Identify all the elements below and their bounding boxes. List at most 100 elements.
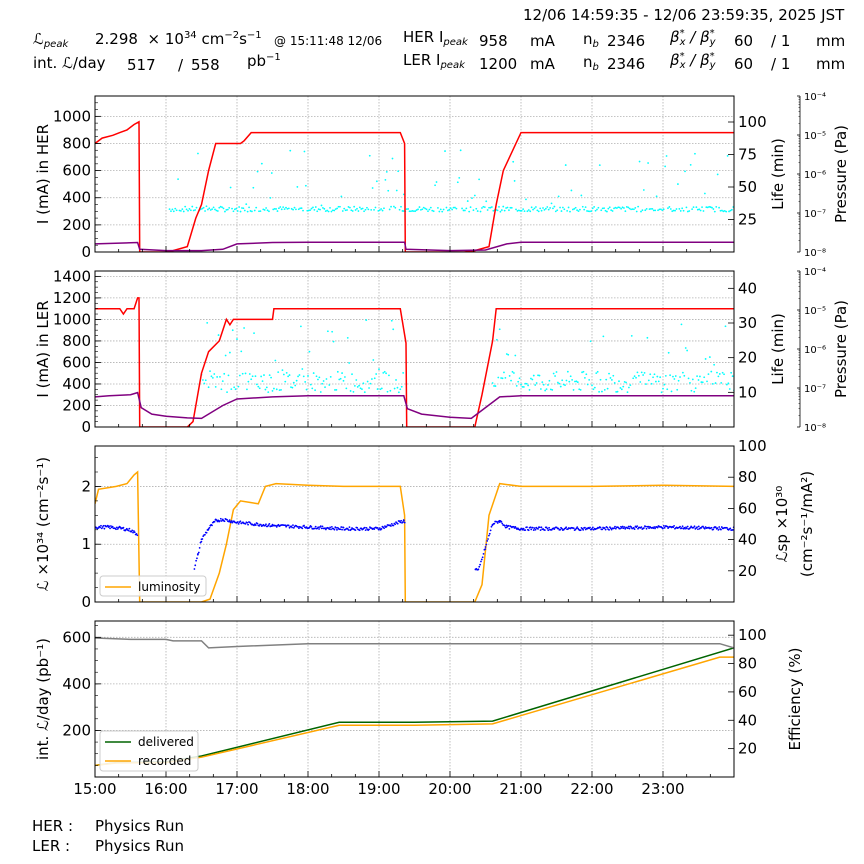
xtick-label: 18:00 xyxy=(286,780,329,798)
her-nb-value: 2346 xyxy=(607,32,646,50)
ylabel-luminosity: ℒ ×10³⁴ (cm⁻²s⁻¹) xyxy=(34,457,52,591)
her-ipeak-value: 958 xyxy=(479,32,508,50)
svg-text:20: 20 xyxy=(738,349,757,367)
lpeak-row: ℒpeak xyxy=(33,30,69,50)
svg-text:80: 80 xyxy=(738,468,757,486)
svg-text:1200: 1200 xyxy=(53,289,91,307)
svg-text:Pressure (Pa): Pressure (Pa) xyxy=(832,300,850,398)
ler-beta-y: / 1 xyxy=(771,55,791,73)
svg-text:1400: 1400 xyxy=(53,267,91,285)
panel-integrated: 200 400 600 20 40 60 80 100 int. ℒ/day (pb⁻¹) Eff… xyxy=(34,620,804,798)
svg-text:Pressure (Pa): Pressure (Pa) xyxy=(832,125,850,223)
legend xyxy=(99,575,207,597)
xtick-label: 23:00 xyxy=(641,780,684,798)
svg-text:Efficiency (%): Efficiency (%) xyxy=(786,648,804,751)
svg-text:10⁻⁷: 10⁻⁷ xyxy=(804,384,826,395)
series-luminosity xyxy=(95,470,734,602)
svg-text:1000: 1000 xyxy=(53,107,91,125)
svg-text:0: 0 xyxy=(81,418,91,436)
xtick-label: 20:00 xyxy=(428,780,471,798)
series-pressure xyxy=(95,391,734,420)
xtick-label: 17:00 xyxy=(215,780,258,798)
her-beta-y: / 1 xyxy=(771,32,791,50)
ler-beta-label: β*x / β*y xyxy=(670,51,716,71)
svg-text:400: 400 xyxy=(62,189,91,207)
svg-text:600: 600 xyxy=(62,162,91,180)
svg-text:200: 200 xyxy=(62,721,91,739)
svg-text:30: 30 xyxy=(738,314,757,332)
xtick-label: 19:00 xyxy=(357,780,400,798)
footer-her-label: HER : xyxy=(32,817,74,835)
series-pressure xyxy=(95,241,734,252)
svg-text:200: 200 xyxy=(62,396,91,414)
xtick-label: 22:00 xyxy=(570,780,613,798)
ler-ipeak-unit: mA xyxy=(530,55,555,73)
ylabel-her: I (mA) in HER xyxy=(34,124,52,224)
her-beta-unit: mm xyxy=(816,32,846,50)
svg-text:20: 20 xyxy=(738,562,757,580)
svg-text:50: 50 xyxy=(738,178,757,196)
svg-text:60: 60 xyxy=(738,499,757,517)
series-efficiency xyxy=(95,637,734,649)
panel-ler: 0 200 400 600 800 1000 1200 1400 10 20 30 40 I (mA) … xyxy=(34,267,850,436)
intl-label: int. ℒ/day xyxy=(33,54,106,72)
svg-text:2: 2 xyxy=(81,477,91,495)
panel-luminosity: 0 1 2 20 40 60 80 100 ℒ ×10³⁴ (cm⁻²s⁻¹) ℒsp ×10³⁰… xyxy=(34,437,816,611)
svg-text:75: 75 xyxy=(738,146,757,164)
series-current xyxy=(95,120,734,252)
intl-delivered: 558 xyxy=(191,56,220,74)
svg-text:10⁻⁵: 10⁻⁵ xyxy=(804,131,826,142)
ler-beta-x: 60 xyxy=(734,55,754,73)
svg-text:400: 400 xyxy=(62,675,91,693)
svg-text:100: 100 xyxy=(738,626,767,644)
lpeak-timestamp: @ 15:11:48 12/06 xyxy=(274,34,383,48)
her-beta-label: β*x / β*y xyxy=(670,28,716,48)
svg-text:10⁻⁴: 10⁻⁴ xyxy=(804,92,826,103)
svg-text:10⁻⁶: 10⁻⁶ xyxy=(804,345,826,356)
series-current xyxy=(95,297,734,427)
svg-text:0: 0 xyxy=(81,593,91,611)
her-nb-label: nb xyxy=(583,30,599,50)
ylabel-integrated: int. ℒ/day (pb⁻¹) xyxy=(34,638,52,760)
svg-text:600: 600 xyxy=(62,353,91,371)
footer-her-status: Physics Run xyxy=(95,817,185,835)
svg-text:ℒsp ×10³⁰: ℒsp ×10³⁰ xyxy=(773,486,791,563)
xtick-label: 15:00 xyxy=(73,780,116,798)
lpeak-label: ℒpeak xyxy=(33,30,69,50)
svg-text:800: 800 xyxy=(62,134,91,152)
svg-text:200: 200 xyxy=(62,216,91,234)
svg-text:600: 600 xyxy=(62,628,91,646)
svg-text:10⁻⁴: 10⁻⁴ xyxy=(804,267,826,278)
her-ipeak-unit: mA xyxy=(530,32,555,50)
her-ipeak-label: HER Ipeak xyxy=(403,28,468,48)
intl-unit: pb−1 xyxy=(247,52,281,70)
svg-text:10⁻⁸: 10⁻⁸ xyxy=(804,423,826,434)
svg-text:20: 20 xyxy=(738,740,757,758)
intl-recorded: 517 xyxy=(127,56,156,74)
svg-text:40: 40 xyxy=(738,531,757,549)
legend-recorded: recorded xyxy=(138,754,191,768)
xtick-label: 21:00 xyxy=(499,780,542,798)
svg-text:10⁻⁶: 10⁻⁶ xyxy=(804,170,826,181)
ler-ipeak-label: LER Ipeak xyxy=(403,51,465,71)
svg-text:800: 800 xyxy=(62,332,91,350)
svg-text:40: 40 xyxy=(738,279,757,297)
intl-sep: / xyxy=(178,56,184,74)
footer-ler-status: Physics Run xyxy=(95,837,185,855)
svg-text:60: 60 xyxy=(738,683,757,701)
svg-text:(cm⁻²s⁻¹/mA²): (cm⁻²s⁻¹/mA²) xyxy=(798,471,816,577)
footer-ler-label: LER : xyxy=(32,837,71,855)
svg-text:25: 25 xyxy=(738,211,757,229)
svg-text:400: 400 xyxy=(62,375,91,393)
svg-text:10⁻⁵: 10⁻⁵ xyxy=(804,306,826,317)
ler-beta-unit: mm xyxy=(816,55,846,73)
svg-text:10⁻⁷: 10⁻⁷ xyxy=(804,209,826,220)
svg-text:Life (min): Life (min) xyxy=(769,138,787,210)
lpeak-value: 2.298 × 1034 cm−2s−1 xyxy=(95,30,262,48)
ler-nb-value: 2346 xyxy=(607,55,646,73)
xtick-label: 16:00 xyxy=(144,780,187,798)
legend-delivered: delivered xyxy=(138,735,194,749)
ylabel-ler: I (mA) in LER xyxy=(34,300,52,397)
svg-text:100: 100 xyxy=(738,113,767,131)
